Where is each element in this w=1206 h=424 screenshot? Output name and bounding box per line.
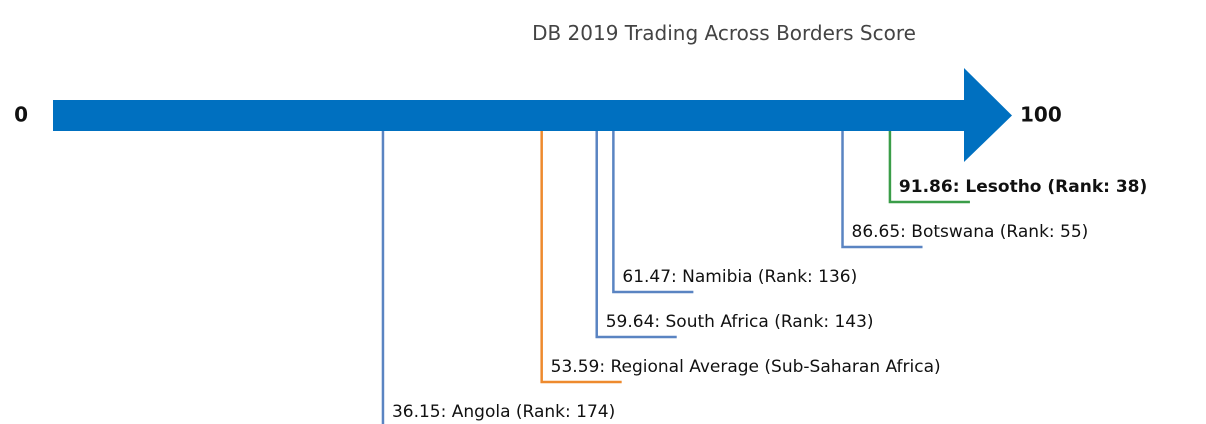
axis-arrow-shaft	[53, 100, 965, 131]
x-tick-label: 100	[1020, 103, 1062, 127]
leader-line	[595, 131, 677, 339]
data-label: 86.65: Botswana (Rank: 55)	[852, 222, 1089, 242]
leader-line	[841, 131, 923, 249]
leader-line	[888, 131, 970, 204]
leader-line	[381, 131, 385, 424]
data-label: 61.47: Namibia (Rank: 136)	[622, 267, 857, 287]
leader-line	[612, 131, 694, 294]
data-label: 91.86: Lesotho (Rank: 38)	[899, 177, 1147, 197]
leader-line	[540, 131, 622, 384]
data-label: 36.15: Angola (Rank: 174)	[392, 402, 615, 422]
data-label: 59.64: South Africa (Rank: 143)	[606, 312, 874, 332]
chart-title: DB 2019 Trading Across Borders Score	[532, 21, 916, 45]
data-label: 53.59: Regional Average (Sub-Saharan Afr…	[551, 357, 941, 377]
x-tick-label: 0	[14, 103, 28, 127]
axis-arrow-head	[964, 68, 1012, 162]
